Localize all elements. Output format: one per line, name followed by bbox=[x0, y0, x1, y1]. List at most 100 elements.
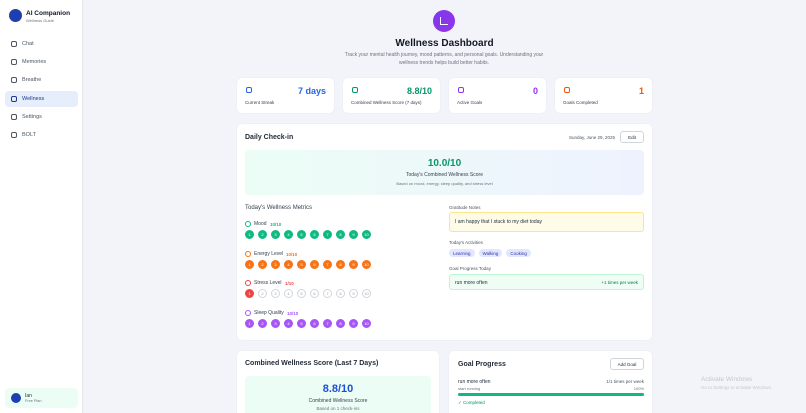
nav-icon bbox=[11, 77, 17, 83]
scale-dot[interactable]: 9 bbox=[349, 289, 358, 298]
nav-icon bbox=[11, 41, 17, 47]
scale-dot[interactable]: 3 bbox=[271, 289, 280, 298]
progress-bar bbox=[458, 393, 644, 396]
nav-item[interactable]: Memories bbox=[5, 54, 78, 70]
stat-icon bbox=[458, 87, 464, 93]
scale-dot[interactable]: 2 bbox=[258, 230, 267, 239]
edit-button[interactable]: Edit bbox=[620, 131, 644, 143]
nav-icon bbox=[11, 96, 17, 102]
metric-value: 10/10 bbox=[287, 310, 299, 316]
scale-dot[interactable]: 10 bbox=[362, 319, 371, 328]
goal-today-title: Goal Progress Today bbox=[449, 266, 491, 271]
weekly-card: Combined Wellness Score (Last 7 Days) 8.… bbox=[237, 351, 439, 413]
scale-dot[interactable]: 8 bbox=[336, 230, 345, 239]
stat-card: 1 Goals Completed bbox=[555, 78, 652, 113]
nav-label: BOLT bbox=[22, 132, 36, 138]
stat-value: 7 days bbox=[297, 86, 326, 96]
scale-dot[interactable]: 8 bbox=[336, 319, 345, 328]
goal-target: 1/1 times per week bbox=[606, 379, 644, 384]
scale-dot[interactable]: 6 bbox=[310, 289, 319, 298]
scale-dot[interactable]: 7 bbox=[323, 230, 332, 239]
scale-dot[interactable]: 7 bbox=[323, 260, 332, 269]
scale-dot[interactable]: 5 bbox=[297, 289, 306, 298]
checkin-title: Daily Check-in bbox=[245, 134, 294, 141]
goal-today: run more often +1 times per week bbox=[449, 274, 644, 290]
nav-item[interactable]: Chat bbox=[5, 36, 78, 52]
stat-icon bbox=[246, 87, 252, 93]
scale-dot[interactable]: 4 bbox=[284, 230, 293, 239]
checkin-card: Daily Check-in Sunday, June 29, 2025 Edi… bbox=[237, 124, 652, 340]
weekly-title: Combined Wellness Score (Last 7 Days) bbox=[245, 360, 379, 367]
metric-value: 10/10 bbox=[270, 221, 282, 227]
metric-value: 10/10 bbox=[286, 251, 298, 257]
scale-dot[interactable]: 10 bbox=[362, 260, 371, 269]
activity-chip: Walking bbox=[478, 249, 503, 257]
scale-dot[interactable]: 7 bbox=[323, 319, 332, 328]
nav-label: Wellness bbox=[22, 96, 45, 102]
scale-dot[interactable]: 8 bbox=[336, 289, 345, 298]
nav-icon bbox=[11, 114, 17, 120]
scale-dot[interactable]: 8 bbox=[336, 260, 345, 269]
add-goal-button[interactable]: Add Goal bbox=[610, 358, 644, 370]
metric-icon bbox=[245, 280, 251, 286]
goals-title: Goal Progress bbox=[458, 361, 506, 368]
activities-title: Today's Activities bbox=[449, 240, 483, 245]
scale-dot[interactable]: 3 bbox=[271, 319, 280, 328]
scale-dot[interactable]: 6 bbox=[310, 230, 319, 239]
scale-dot[interactable]: 2 bbox=[258, 319, 267, 328]
metric-icon bbox=[245, 310, 251, 316]
scale-dot[interactable]: 3 bbox=[271, 230, 280, 239]
scale-dot[interactable]: 5 bbox=[297, 230, 306, 239]
scale-dot[interactable]: 4 bbox=[284, 260, 293, 269]
metric-name: Stress Level bbox=[254, 280, 282, 286]
weekly-score: 8.8/10 bbox=[322, 383, 354, 395]
goal-status: ✓ Completed bbox=[458, 400, 485, 405]
stat-label: Active Goals bbox=[457, 100, 483, 105]
checkin-date: Sunday, June 29, 2025 bbox=[569, 135, 615, 140]
scale-dot[interactable]: 7 bbox=[323, 289, 332, 298]
nav-item[interactable]: BOLT bbox=[5, 127, 78, 143]
sidebar: AI Companion Wellness Guide Chat Memories… bbox=[0, 0, 83, 413]
stat-value: 0 bbox=[532, 86, 538, 96]
user-card[interactable]: Ian Free Plan bbox=[5, 388, 78, 408]
score-note: Based on mood, energy, sleep quality, an… bbox=[396, 181, 493, 186]
app-name: AI Companion bbox=[26, 10, 71, 17]
nav-item[interactable]: Breathe bbox=[5, 72, 78, 88]
nav-label: Chat bbox=[22, 41, 34, 47]
watermark-note: Go to Settings to activate Windows. bbox=[701, 385, 773, 390]
scale-dot[interactable]: 2 bbox=[258, 289, 267, 298]
scale-dot[interactable]: 9 bbox=[349, 230, 358, 239]
metric-icon bbox=[245, 221, 251, 227]
scale-dot[interactable]: 6 bbox=[310, 319, 319, 328]
nav-label: Breathe bbox=[22, 77, 42, 83]
goal-description: start running bbox=[458, 386, 481, 391]
scale-dot[interactable]: 1 bbox=[245, 260, 254, 269]
scale-dot[interactable]: 5 bbox=[297, 260, 306, 269]
scale-dot[interactable]: 3 bbox=[271, 260, 280, 269]
gratitude-note: I am happy that I stuck to my diet today bbox=[449, 212, 644, 232]
scale-dot[interactable]: 4 bbox=[284, 319, 293, 328]
weekly-note: Based on 1 check-ins bbox=[316, 406, 360, 411]
weekly-label: Combined Wellness Score bbox=[308, 398, 368, 404]
activity-chip: Learning bbox=[449, 249, 475, 257]
scale-dot[interactable]: 6 bbox=[310, 260, 319, 269]
stat-card: 8.8/10 Combined Wellness Score (7 days) bbox=[343, 78, 440, 113]
stat-card: 7 days Current Streak bbox=[237, 78, 334, 113]
scale-dot[interactable]: 9 bbox=[349, 260, 358, 269]
scale-dot[interactable]: 9 bbox=[349, 319, 358, 328]
scale-dot[interactable]: 1 bbox=[245, 289, 254, 298]
goal-progress-label: 100% bbox=[633, 386, 644, 391]
page-title: Wellness Dashboard bbox=[395, 38, 494, 49]
scale-dot[interactable]: 10 bbox=[362, 289, 371, 298]
nav-item[interactable]: Wellness bbox=[5, 91, 78, 107]
nav-item[interactable]: Settings bbox=[5, 109, 78, 125]
scale-dot[interactable]: 5 bbox=[297, 319, 306, 328]
score-box: 10.0/10 Today's Combined Wellness Score … bbox=[245, 150, 644, 195]
scale-dot[interactable]: 1 bbox=[245, 230, 254, 239]
scale-dot[interactable]: 10 bbox=[362, 230, 371, 239]
scale-dot[interactable]: 2 bbox=[258, 260, 267, 269]
scale-dot[interactable]: 1 bbox=[245, 319, 254, 328]
metric-name: Energy Level bbox=[254, 251, 284, 257]
scale-dot[interactable]: 4 bbox=[284, 289, 293, 298]
weekly-box: 8.8/10 Combined Wellness Score Based on … bbox=[245, 376, 431, 413]
